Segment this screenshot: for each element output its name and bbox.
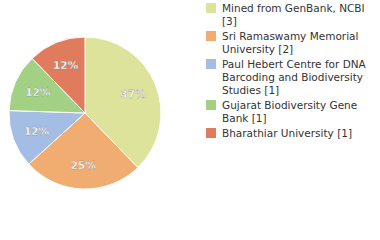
legend-swatch bbox=[206, 31, 216, 41]
legend-label: Bharathiar University [1] bbox=[222, 127, 352, 139]
legend-label: Mined from GenBank, NCBI [3] bbox=[222, 2, 365, 27]
data-label: 12% bbox=[25, 86, 51, 98]
legend: Mined from GenBank, NCBI [3] Sri Ramaswam… bbox=[206, 2, 376, 142]
legend-label: Paul Hebert Centre for DNA Barcoding and… bbox=[222, 58, 366, 96]
legend-item: Paul Hebert Centre for DNA Barcoding and… bbox=[206, 58, 376, 97]
data-labels: 37% 25% 12% 12% 12% bbox=[24, 59, 146, 171]
pie-chart: 37% 25% 12% 12% 12% bbox=[0, 0, 200, 240]
legend-swatch bbox=[206, 100, 216, 110]
slices bbox=[9, 37, 161, 189]
legend-item: Sri Ramaswamy Memorial University [2] bbox=[206, 30, 376, 56]
pie-slice bbox=[32, 37, 85, 113]
data-label: 25% bbox=[71, 159, 97, 171]
data-label: 12% bbox=[24, 125, 50, 137]
pie-slice bbox=[9, 111, 85, 165]
legend-item: Bharathiar University [1] bbox=[206, 127, 376, 140]
legend-item: Mined from GenBank, NCBI [3] bbox=[206, 2, 376, 28]
legend-label: Sri Ramaswamy Memorial University [2] bbox=[222, 30, 358, 55]
legend-swatch bbox=[206, 3, 216, 13]
legend-label: Gujarat Biodiversity Gene Bank [1] bbox=[222, 99, 357, 124]
data-label: 12% bbox=[53, 59, 79, 71]
legend-swatch bbox=[206, 128, 216, 138]
data-label: 37% bbox=[120, 88, 146, 100]
legend-swatch bbox=[206, 59, 216, 69]
legend-item: Gujarat Biodiversity Gene Bank [1] bbox=[206, 99, 376, 125]
